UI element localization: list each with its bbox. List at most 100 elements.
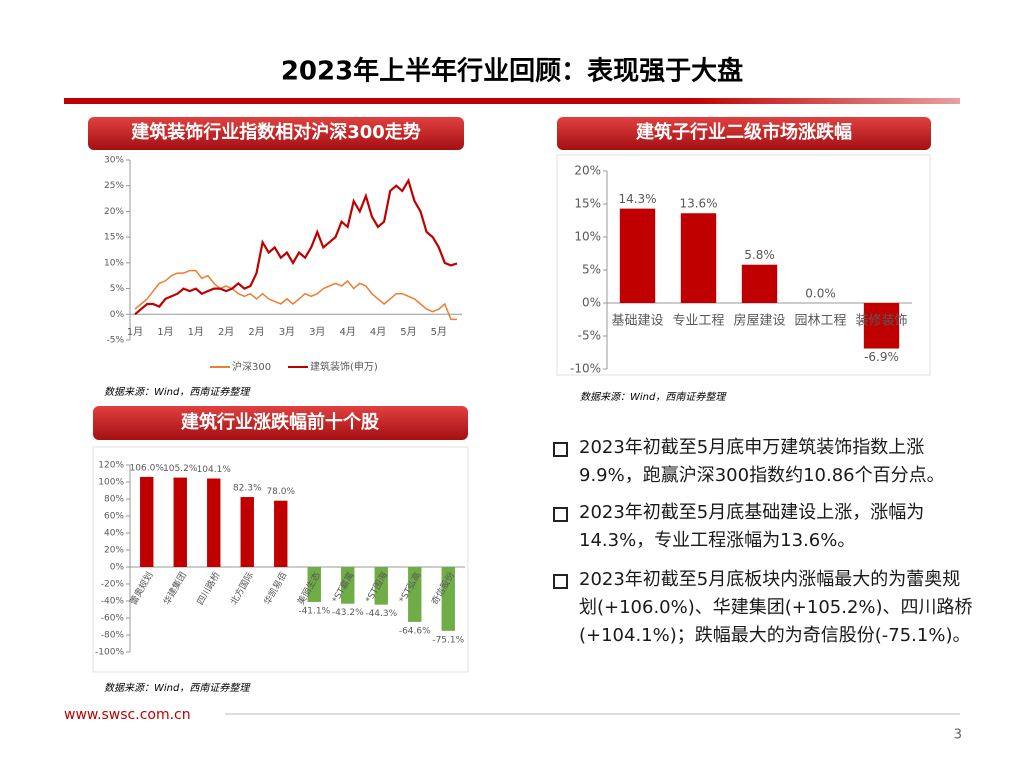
value-label: 13.6% <box>679 197 717 211</box>
x-tick-label: 华建集团 <box>161 570 189 607</box>
value-label: 104.1% <box>197 465 232 475</box>
legend-label: 建筑装饰(申万) <box>310 360 378 373</box>
bar <box>341 567 355 604</box>
y-tick-label: 0% <box>110 563 125 573</box>
y-tick-label: 20% <box>574 164 601 178</box>
series-line <box>134 269 457 321</box>
y-tick-label: 0% <box>582 296 601 310</box>
value-label: 106.0% <box>130 463 165 473</box>
value-label: -43.2% <box>332 608 364 618</box>
y-tick-label: -80% <box>101 631 125 641</box>
y-tick-label: -100% <box>95 648 124 658</box>
y-tick-label: 15% <box>574 197 601 211</box>
x-tick-label: 5月 <box>400 326 416 338</box>
value-label: -75.1% <box>432 635 464 645</box>
bar <box>207 478 221 567</box>
y-tick-label: -60% <box>101 614 125 624</box>
bullet-text: 2023年初截至5月底板块内涨幅最大的为蕾奥规划(+106.0%)、华建集团(+… <box>579 569 973 646</box>
slide-title: 2023年上半年行业回顾：表现强于大盘 <box>281 56 743 87</box>
y-tick-label: 120% <box>98 461 124 471</box>
bar <box>140 476 154 567</box>
x-tick-label: 1月 <box>127 326 143 338</box>
bullet: 2023年初截至5月底申万建筑装饰指数上涨9.9%，跑赢沪深300指数约10.8… <box>553 434 978 490</box>
y-tick-label: 0% <box>110 310 125 320</box>
value-label: -44.3% <box>365 609 397 619</box>
x-tick-label: 4月 <box>370 326 386 338</box>
panel-title: 建筑装饰行业指数相对沪深300走势 <box>131 121 421 143</box>
bullet-text: 2023年初截至5月底基础建设上涨，涨幅为14.3%，专业工程涨幅为13.6%。 <box>579 502 925 551</box>
y-tick-label: -10% <box>570 362 601 376</box>
y-tick-label: 5% <box>582 263 601 277</box>
source: 数据来源：Wind，西南证券整理 <box>104 386 251 398</box>
source: 数据来源：Wind，西南证券整理 <box>580 391 727 403</box>
x-tick-label: 基础建设 <box>611 314 663 329</box>
y-tick-label: 100% <box>98 478 124 488</box>
x-tick-label: 4月 <box>339 326 355 338</box>
bar <box>863 303 900 349</box>
title-rule <box>64 98 960 104</box>
x-tick-label: 北方国际 <box>228 570 256 607</box>
x-tick-label: 蕾奥规划 <box>127 570 155 607</box>
page-number: 3 <box>954 728 962 743</box>
bar <box>741 264 778 303</box>
bar <box>680 213 717 303</box>
y-tick-label: 20% <box>104 546 124 556</box>
legend-label: 沪深300 <box>232 360 271 373</box>
bar <box>441 567 455 631</box>
panel-frame <box>92 446 469 673</box>
x-tick-label: 3月 <box>279 326 295 338</box>
bar <box>619 208 656 303</box>
x-tick-label: 5月 <box>431 326 447 338</box>
value-label: -41.1% <box>298 606 330 616</box>
y-tick-label: -5% <box>578 329 601 343</box>
series-line <box>134 177 458 316</box>
value-label: -6.9% <box>864 350 899 364</box>
value-label: 0.0% <box>805 287 836 301</box>
x-tick-label: 华凯易佰 <box>261 570 289 607</box>
bullet-text: 2023年初截至5月底申万建筑装饰指数上涨9.9%，跑赢沪深300指数约10.8… <box>579 437 945 486</box>
bar <box>240 497 254 567</box>
y-tick-label: 40% <box>104 529 124 539</box>
bar <box>374 567 388 605</box>
y-tick-label: 25% <box>104 181 124 191</box>
y-tick-label: 60% <box>104 512 124 522</box>
y-tick-label: 10% <box>104 258 124 268</box>
x-tick-label: 3月 <box>309 326 325 338</box>
bar <box>307 567 321 602</box>
panel-header <box>88 117 464 150</box>
panel-title: 建筑行业涨跌幅前十个股 <box>181 411 380 433</box>
value-label: -64.6% <box>399 626 431 636</box>
y-tick-label: 30% <box>104 156 124 166</box>
panel-header <box>93 406 468 440</box>
bullet: 2023年初截至5月底板块内涨幅最大的为蕾奥规划(+106.0%)、华建集团(+… <box>553 566 978 650</box>
y-tick-label: -5% <box>106 336 124 346</box>
footer-url: www.swsc.com.cn <box>64 707 191 723</box>
bar <box>274 500 288 567</box>
panel-frame <box>556 154 931 376</box>
x-tick-label: 装修装饰 <box>855 314 907 329</box>
value-label: 78.0% <box>266 487 295 497</box>
x-tick-label: 四川路桥 <box>194 570 222 607</box>
bar <box>408 567 422 622</box>
y-tick-label: 20% <box>104 207 124 217</box>
value-label: 105.2% <box>163 464 198 474</box>
y-tick-label: 15% <box>104 233 124 243</box>
y-tick-label: 10% <box>574 230 601 244</box>
value-label: 82.3% <box>233 484 262 494</box>
x-tick-label: 2月 <box>218 326 234 338</box>
bullet: 2023年初截至5月底基础建设上涨，涨幅为14.3%，专业工程涨幅为13.6%。 <box>553 499 978 555</box>
panel-title: 建筑子行业二级市场涨跌幅 <box>636 121 852 143</box>
x-tick-label: 专业工程 <box>672 314 724 329</box>
x-tick-label: 房屋建设 <box>733 313 785 329</box>
x-tick-label: 1月 <box>188 326 204 338</box>
value-label: 5.8% <box>744 248 775 262</box>
panel-header <box>557 117 931 150</box>
y-tick-label: 80% <box>104 495 124 505</box>
y-tick-label: -20% <box>101 580 125 590</box>
source: 数据来源：Wind，西南证券整理 <box>104 682 251 694</box>
y-tick-label: 5% <box>110 284 125 294</box>
x-tick-label: 园林工程 <box>794 314 846 329</box>
bar <box>173 477 187 567</box>
